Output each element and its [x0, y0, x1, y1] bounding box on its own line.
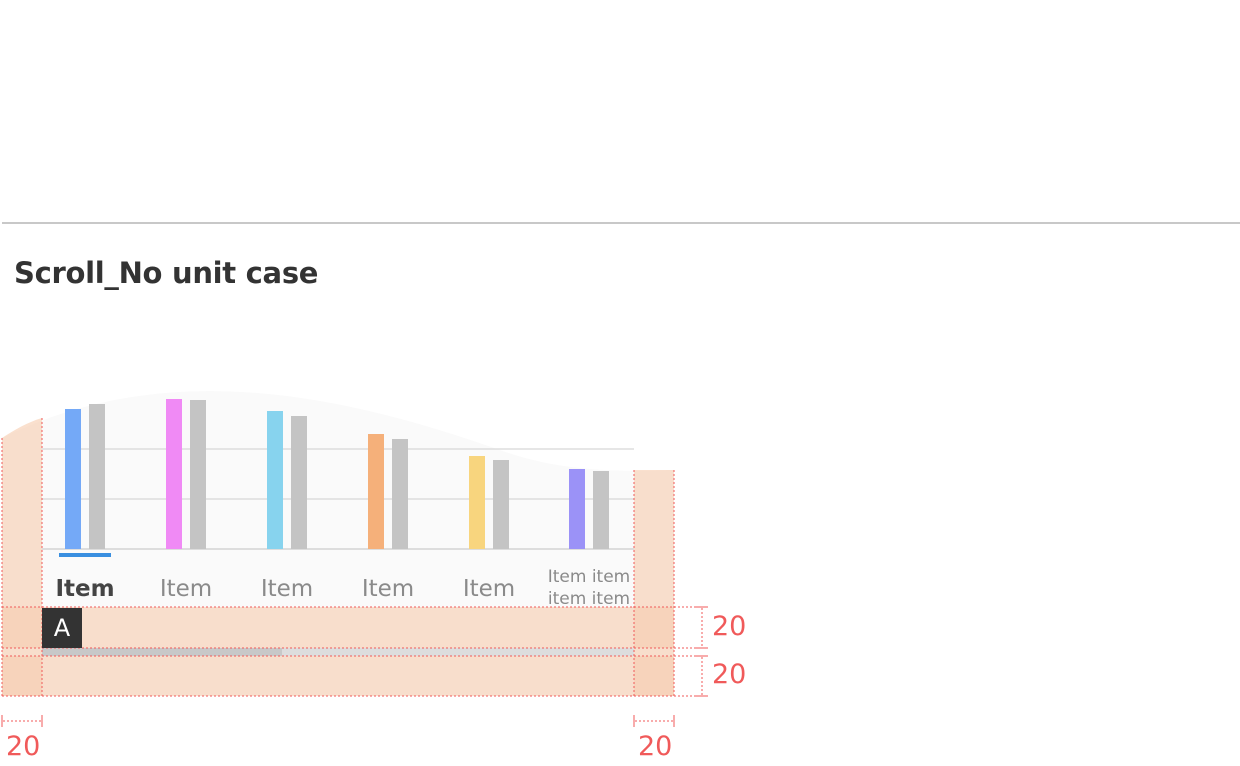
bar-secondary	[593, 471, 609, 549]
spec-overlays	[1, 418, 708, 727]
bar-primary	[267, 411, 283, 549]
row-highlight-top	[2, 607, 674, 648]
tick-label[interactable]: Item	[160, 576, 212, 602]
bar-secondary	[493, 460, 509, 549]
dimension-label-right-margin: 20	[638, 731, 673, 762]
tick-label[interactable]: Item	[261, 576, 313, 602]
section-divider	[2, 222, 1240, 224]
scroll-track[interactable]	[42, 648, 634, 656]
bar-secondary	[89, 404, 105, 549]
tick-label[interactable]: Item item item item	[548, 567, 631, 609]
bar-primary	[569, 469, 585, 549]
tick-label[interactable]: Item	[55, 576, 114, 602]
tick-label[interactable]: Item	[362, 576, 414, 602]
bar-primary	[469, 456, 485, 549]
bar-secondary	[291, 416, 307, 549]
left-margin-highlight	[2, 418, 42, 696]
bar-primary	[166, 399, 182, 549]
scroll-thumb[interactable]	[42, 648, 282, 656]
dimension-label-row-bottom: 20	[712, 659, 747, 690]
bar-secondary	[392, 439, 408, 549]
dimension-label-left-margin: 20	[6, 731, 41, 762]
dimension-label-row-top: 20	[712, 611, 747, 642]
bar-primary	[65, 409, 81, 549]
marker-badge: A	[42, 608, 82, 648]
section-title: Scroll_No unit case	[14, 256, 319, 290]
bar-primary	[368, 434, 384, 549]
chart: Item Item Item Item Item Item item item item	[1, 391, 708, 727]
bar-secondary	[190, 400, 206, 549]
row-highlight-bottom	[2, 656, 674, 696]
scroll-spec: Item Item Item Item Item Item item item item A…	[0, 380, 760, 766]
tick-label[interactable]: Item	[463, 576, 515, 602]
selected-underline	[59, 553, 111, 557]
